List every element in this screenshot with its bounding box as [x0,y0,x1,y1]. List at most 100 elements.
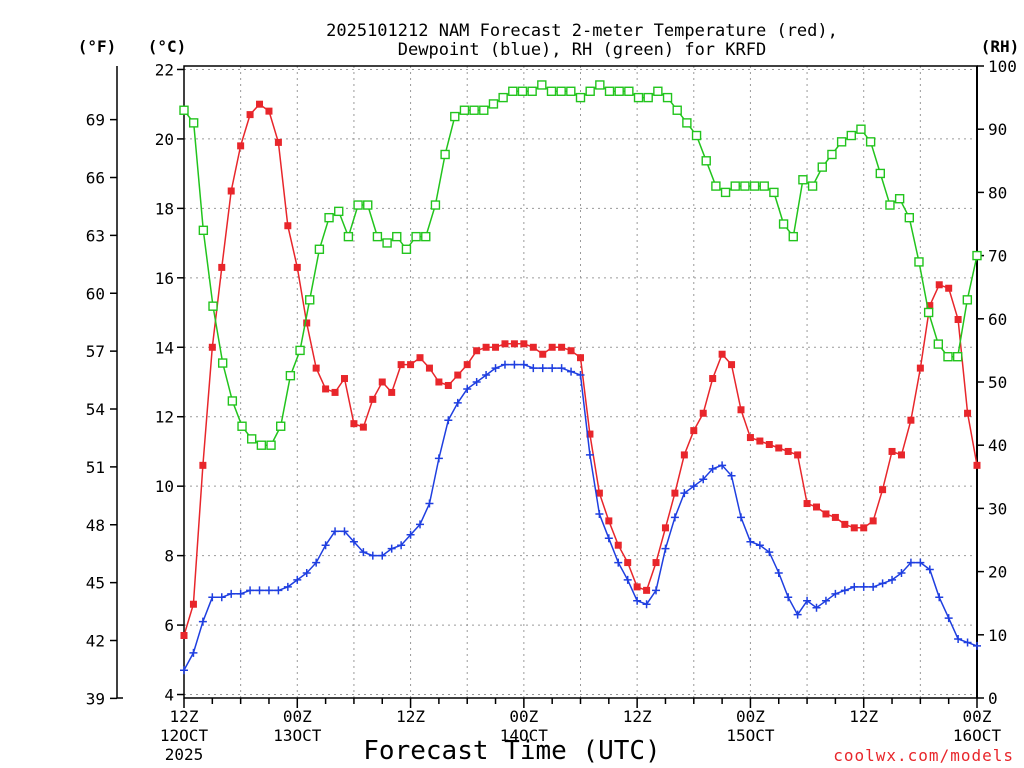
temperature-point [869,517,877,525]
rh-point [894,194,905,204]
temperature-point [539,350,547,358]
celsius-tick-label: 6 [164,616,174,635]
temperature-point [350,420,358,428]
rh-point [537,80,547,90]
series-temperature [180,100,981,639]
rh-point [546,86,557,96]
dewpoint-point [274,586,283,595]
dewpoint-point [519,360,528,369]
rh-point [343,231,354,242]
dewpoint-point [425,499,434,508]
rh-point [653,86,663,96]
rh-point [904,212,915,223]
dewpoint-point [699,475,708,484]
rh-point [836,137,847,147]
rh-point [372,231,383,242]
temperature-point [218,263,226,271]
dewpoint-point [198,617,207,626]
dewpoint-point [888,575,897,584]
temperature-point [945,284,953,292]
rh-point [556,86,566,96]
temperature-point [916,364,924,372]
temperature-point [728,361,736,369]
x-tick-label-date: 14OCT [500,726,549,745]
chart-title-line-1: 2025101212 NAM Forecast 2-meter Temperat… [326,21,838,41]
rh-tick-label: 60 [988,310,1007,329]
dewpoint-point [444,416,453,425]
dewpoint-point [718,461,727,470]
dewpoint-point [585,450,594,459]
rh-point [817,162,827,172]
temperature-point [312,364,320,372]
rh-point [498,92,508,103]
dewpoint-point [538,364,547,373]
dewpoint-point [227,589,236,598]
dewpoint-point [831,589,840,598]
dewpoint-point [472,378,481,386]
rh-point [885,200,895,210]
rh-point [827,149,837,160]
temperature-point [897,451,905,459]
temperature-point [784,447,792,455]
temperature-point [775,444,783,452]
temperature-point [227,187,235,195]
dewpoint-point [180,666,188,675]
rh-tick-label: 90 [988,120,1007,139]
dewpoint-point [576,371,585,380]
rh-point [392,231,402,242]
temperature-point [624,559,632,567]
rh-point [769,187,779,198]
rh-point [962,295,973,305]
dewpoint-point [765,548,774,557]
temperature-point [888,447,896,455]
rh-tick-label: 10 [988,626,1007,645]
temperature-point [189,600,197,608]
temperature-point [482,343,490,351]
dewpoint-point [623,575,632,584]
rh-point [508,86,518,96]
temperature-point [473,347,481,355]
fahrenheit-tick-label: 54 [86,400,105,419]
temperature-point [397,361,405,369]
rh-tick-label: 0 [988,689,998,708]
dewpoint-point [869,582,878,591]
temperature-point [652,559,660,567]
temperature-point [756,437,764,445]
dewpoint-point [349,537,358,546]
temperature-point [973,461,981,469]
dewpoint-point [283,582,292,591]
fahrenheit-tick-label: 45 [86,574,105,593]
temperature-point [595,489,603,497]
rh-point [778,219,789,229]
dewpoint-point [840,586,849,595]
series-rh [179,80,982,450]
temperature-point [331,388,339,396]
dewpoint-point [652,586,661,595]
x-tick-label-time: 00Z [283,707,312,726]
rh-point [421,231,431,242]
temperature-point [765,441,773,449]
celsius-tick-label: 12 [155,408,174,427]
dewpoint-point [264,586,273,595]
x-tick-label-time: 12Z [623,707,652,726]
rh-point [865,137,876,147]
rh-point [691,130,702,141]
temperature-point [926,302,934,310]
rh-point [334,206,344,217]
chart-title-line-2: Dewpoint (blue), RH (green) for KRFD [398,40,766,60]
rh-point [401,244,412,254]
rh-point [295,345,305,356]
rh-point [324,212,334,223]
temperature-point [605,517,613,525]
x-tick-label-time: 00Z [736,707,765,726]
temperature-point [548,343,556,351]
dewpoint-point [755,541,764,550]
rh-point [923,307,934,318]
dewpoint-point [774,568,783,577]
temperature-point [567,347,575,355]
fahrenheit-tick-label: 60 [86,284,105,303]
rh-point [972,250,982,261]
dewpoint-point [236,589,245,598]
fahrenheit-tick-label: 48 [86,516,105,535]
dewpoint-point [642,600,651,609]
